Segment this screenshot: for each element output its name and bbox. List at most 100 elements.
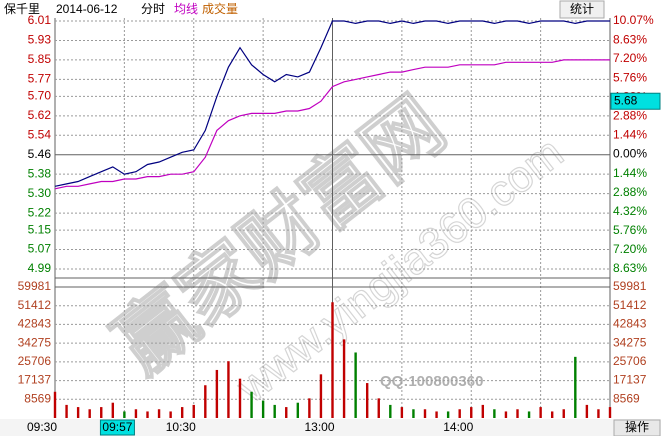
volume-bar: [296, 402, 300, 418]
volume-bar: [574, 356, 577, 418]
volume-bar: [204, 385, 207, 418]
volume-bar: [319, 374, 323, 418]
volume-bar: [504, 411, 508, 418]
mode: 分时: [141, 2, 165, 16]
volume-bar: [389, 404, 392, 418]
price-line: [54, 59, 610, 190]
y2-tick-label: 1.44%: [613, 166, 647, 180]
volume-bar: [261, 400, 265, 418]
y-tick-label: 5.77: [28, 72, 52, 86]
y2-tick-label: 8.63%: [613, 32, 647, 46]
stats-button-label[interactable]: 统计: [570, 2, 594, 16]
date: 2014-06-12: [56, 2, 118, 16]
volume-bar: [539, 407, 542, 418]
volume-bar: [608, 407, 612, 418]
cursor-time-box: [99, 419, 135, 436]
volume-tick-label: 42843: [18, 317, 52, 331]
volume-tick-label: 51412: [18, 298, 52, 312]
volume-bar: [446, 411, 450, 418]
y-tick-label: 5.46: [28, 147, 52, 161]
cursor-time-label: 09:57: [102, 420, 132, 434]
volume-tick-label-right: 8569: [613, 391, 640, 405]
x-tick-label: 14:00: [443, 420, 473, 434]
y-tick-label: 5.70: [28, 89, 52, 103]
volume-bar: [250, 391, 253, 418]
volume-bar: [180, 407, 184, 418]
legend-volume: 成交量: [202, 1, 238, 16]
volume-bar: [134, 409, 138, 418]
volume-bar: [423, 409, 427, 418]
volume-bar: [111, 402, 115, 418]
volume-bar: [377, 398, 380, 418]
cursor-price-label: 5.68: [614, 93, 638, 107]
x-tick-label: 13:00: [304, 420, 334, 434]
volume-tick-label: 25706: [18, 354, 52, 368]
volume-bar: [597, 409, 600, 418]
volume-bar: [481, 404, 485, 418]
y-tick-label: 5.07: [28, 242, 52, 256]
volume-tick-label-right: 51412: [613, 298, 647, 312]
volume-bar: [412, 409, 415, 418]
volume-tick-label: 8569: [24, 391, 51, 405]
y-tick-label: 5.38: [28, 166, 52, 180]
action-button-label[interactable]: 操作: [625, 419, 649, 434]
volume-bar: [354, 352, 357, 418]
volume-bar: [227, 361, 230, 418]
volume-bar: [88, 409, 91, 418]
volume-bar: [435, 411, 438, 418]
y-tick-label: 5.93: [28, 33, 52, 47]
volume-bar: [342, 339, 346, 418]
volume-bar: [516, 409, 519, 418]
x-tick-label: 10:30: [166, 420, 196, 434]
volume-tick-label: 59981: [18, 279, 52, 293]
volume-bar: [238, 378, 242, 418]
stock-name: 保千里: [4, 2, 40, 16]
volume-bar: [458, 409, 461, 418]
y2-tick-label: 2.88%: [613, 185, 647, 199]
y2-tick-label: 10.07%: [613, 13, 654, 27]
volume-bar: [76, 407, 80, 418]
y-tick-label: 5.30: [28, 186, 52, 200]
y-tick-label: 5.15: [28, 222, 52, 236]
volume-bar: [192, 404, 195, 418]
volume-bar: [470, 407, 473, 418]
volume-bar: [65, 404, 68, 418]
y-tick-label: 4.99: [28, 261, 52, 275]
y-tick-label: 6.01: [28, 13, 52, 27]
volume-bar: [53, 391, 57, 418]
y2-tick-label: 5.76%: [613, 223, 647, 237]
volume-bar: [215, 369, 219, 418]
stats-button[interactable]: [559, 0, 605, 19]
y2-tick-label: 2.88%: [613, 109, 647, 123]
volume-bar: [331, 302, 334, 418]
volume-tick-label-right: 42843: [613, 317, 647, 331]
y2-tick-label: 5.76%: [613, 70, 647, 84]
price-line: [54, 20, 610, 187]
volume-bar: [562, 409, 565, 418]
volume-bar: [100, 407, 103, 418]
y2-tick-label: 0.00%: [613, 147, 647, 161]
y-tick-label: 5.62: [28, 108, 52, 122]
volume-tick-label-right: 17137: [613, 373, 647, 387]
volume-bar: [365, 383, 369, 418]
volume-bar: [585, 404, 589, 418]
volume-bar: [308, 398, 311, 418]
volume-bar: [285, 407, 288, 418]
y2-tick-label: 7.20%: [613, 242, 647, 256]
volume-bar: [550, 411, 554, 418]
y-tick-label: 5.54: [28, 127, 52, 141]
y2-tick-label: 7.20%: [613, 51, 647, 65]
volume-bar: [527, 411, 531, 418]
volume-bar: [157, 409, 161, 418]
volume-tick-label-right: 34275: [613, 335, 647, 349]
x-tick-label: 09:30: [27, 420, 57, 434]
volume-tick-label-right: 59981: [613, 279, 647, 293]
volume-tick-label-right: 25706: [613, 354, 647, 368]
cursor-price-box: [610, 92, 661, 110]
time-bar: [0, 419, 661, 436]
action-button[interactable]: [613, 419, 661, 436]
volume-tick-label: 17137: [18, 373, 52, 387]
volume-bar: [273, 404, 276, 418]
